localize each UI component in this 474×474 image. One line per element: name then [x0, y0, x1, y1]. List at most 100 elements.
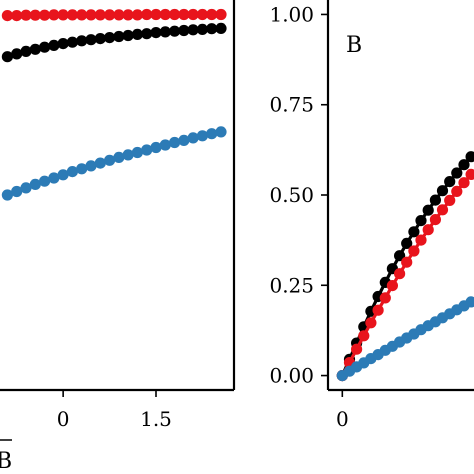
panel-a-series-2-point [122, 149, 134, 161]
panel-b-series-1-point [451, 185, 463, 197]
panel-a-series-1-point [85, 34, 97, 46]
panel-a-series-1-point [29, 43, 41, 55]
panel-a-series-1-point [113, 30, 125, 43]
panel-b-series-1-point [386, 280, 398, 292]
panel-a-series-1-point [196, 23, 208, 35]
panel-b-series-1-point [401, 256, 413, 268]
panel-a-series-0-point [39, 9, 51, 21]
panel-a-ticks: 0 1.5 [57, 390, 172, 431]
panel-b-series-0-point [458, 159, 470, 171]
panel-b-series-1-point [358, 330, 370, 342]
panel-a-series-0-point [94, 9, 106, 21]
panel-b-series-2-point [465, 296, 474, 308]
panel-b-series-1-point [465, 168, 474, 180]
panel-b-series-0-point [465, 151, 474, 163]
panel-a-series-2-point [169, 136, 181, 149]
panel-a-series-1-point [141, 28, 153, 40]
panel-a-series-0-point [150, 8, 162, 21]
panel-b-series-0-point [422, 204, 434, 216]
panel-a-series-0-point [20, 9, 32, 21]
panel-a-series-1-point [187, 24, 199, 36]
panel-a-series-2-point [104, 154, 116, 166]
panel-a-series-1-point [122, 29, 134, 42]
panel-a-series-2-point [85, 160, 97, 172]
panel-a-series-0-point [48, 9, 60, 21]
panel-b-series-1-point [408, 245, 420, 257]
panel-a-series-1-point [66, 36, 78, 48]
panel-a-series-0-point [131, 9, 143, 21]
panel-a-series-2-point [48, 172, 60, 184]
panel-a-series-2-point [141, 144, 153, 156]
panel-a-series-0-point [196, 8, 208, 21]
panel-a-series-1-point [94, 33, 106, 45]
panel-a-series-1-point [159, 26, 171, 38]
panel-a-series-2-point [39, 175, 51, 187]
panel-b-ytick-label: 0.75 [269, 93, 314, 117]
panel-b-series-1-point [429, 214, 441, 226]
panel-b-series-1-point [372, 304, 384, 316]
panel-a-xtick-label: 1.5 [140, 407, 172, 431]
panel-a-series-0-point [159, 8, 171, 21]
panel-b-series-0-point [394, 250, 406, 262]
panel-a-series-2-point [1, 189, 13, 201]
panel-a-series-2-point [94, 157, 106, 169]
panel-a-xlabel: B [0, 449, 12, 474]
panel-a-series-2-point [57, 169, 69, 181]
panel-b-series-1-point [351, 343, 363, 355]
panel-a-series-1-point [178, 24, 190, 37]
panel-a-series-0-point [141, 8, 153, 21]
panel-a-series-1-point [1, 51, 13, 63]
panel-a-series-2-point [29, 178, 41, 190]
panel-a-series-1-point [11, 48, 23, 60]
panel-b [336, 151, 474, 382]
panel-a-series-1-point [206, 23, 218, 35]
panel-a-series-2-point [113, 151, 125, 163]
panel-a-series-2-point [215, 126, 227, 138]
panel-a-series-1-point [39, 41, 51, 53]
panel-a [1, 8, 227, 201]
panel-a-series-1-point [76, 35, 88, 47]
panel-a-series-2-point [150, 141, 162, 154]
panel-a-series-0-point [29, 9, 41, 21]
panel-b-series-1-point [444, 194, 456, 206]
panel-b-ytick-label: 1.00 [269, 2, 314, 26]
panel-a-series-0-point [122, 9, 134, 21]
panel-b-ytick-label: 0.25 [269, 273, 314, 297]
panel-b-series-1-point [422, 224, 434, 236]
panel-a-series-2-point [206, 128, 218, 140]
panel-a-plot-area [1, 8, 227, 201]
panel-a-series-2-point [20, 182, 32, 194]
panel-b-ticks: 0 0.00 0.25 0.50 0.75 1.00 [269, 2, 348, 431]
panel-a-series-2-point [66, 166, 78, 178]
panel-a-series-0-point [169, 8, 181, 21]
panel-a-series-0-point [178, 8, 190, 21]
panel-a-series-2-point [11, 185, 23, 198]
panel-a-series-1-point [48, 39, 60, 52]
panel-a-series-0-point [57, 9, 69, 21]
panel-b-series-0-point [415, 215, 427, 227]
panel-a-series-2-point [76, 163, 88, 175]
panel-a-series-1-point [169, 25, 181, 37]
panel-b-series-0-point [408, 226, 420, 238]
panel-b-series-1-point [415, 234, 427, 246]
panel-a-series-0-point [113, 9, 125, 21]
panel-a-series-1-point [131, 28, 143, 40]
panel-b-series-1-point [458, 177, 470, 189]
panel-a-series-0-point [104, 9, 116, 21]
panel-a-series-2-point [178, 134, 190, 146]
panel-b-series-1-point [394, 268, 406, 280]
panel-b-letter: B [346, 33, 362, 58]
panel-b-series-0-point [436, 185, 449, 197]
panel-a-series-0-point [206, 8, 218, 21]
panel-b-series-1-point [365, 317, 377, 329]
panel-a-series-1-point [57, 38, 69, 50]
panel-a-series-0-point [215, 8, 227, 21]
panel-b-plot-area [336, 151, 474, 382]
panel-a-series-2-point [196, 130, 208, 142]
panel-b-series-1-point [436, 204, 449, 216]
panel-a-xtick-label: 0 [57, 407, 70, 431]
panel-a-series-1-point [20, 45, 32, 58]
panel-a-series-1-point [104, 31, 116, 44]
panel-b-series-1-point [379, 292, 391, 304]
